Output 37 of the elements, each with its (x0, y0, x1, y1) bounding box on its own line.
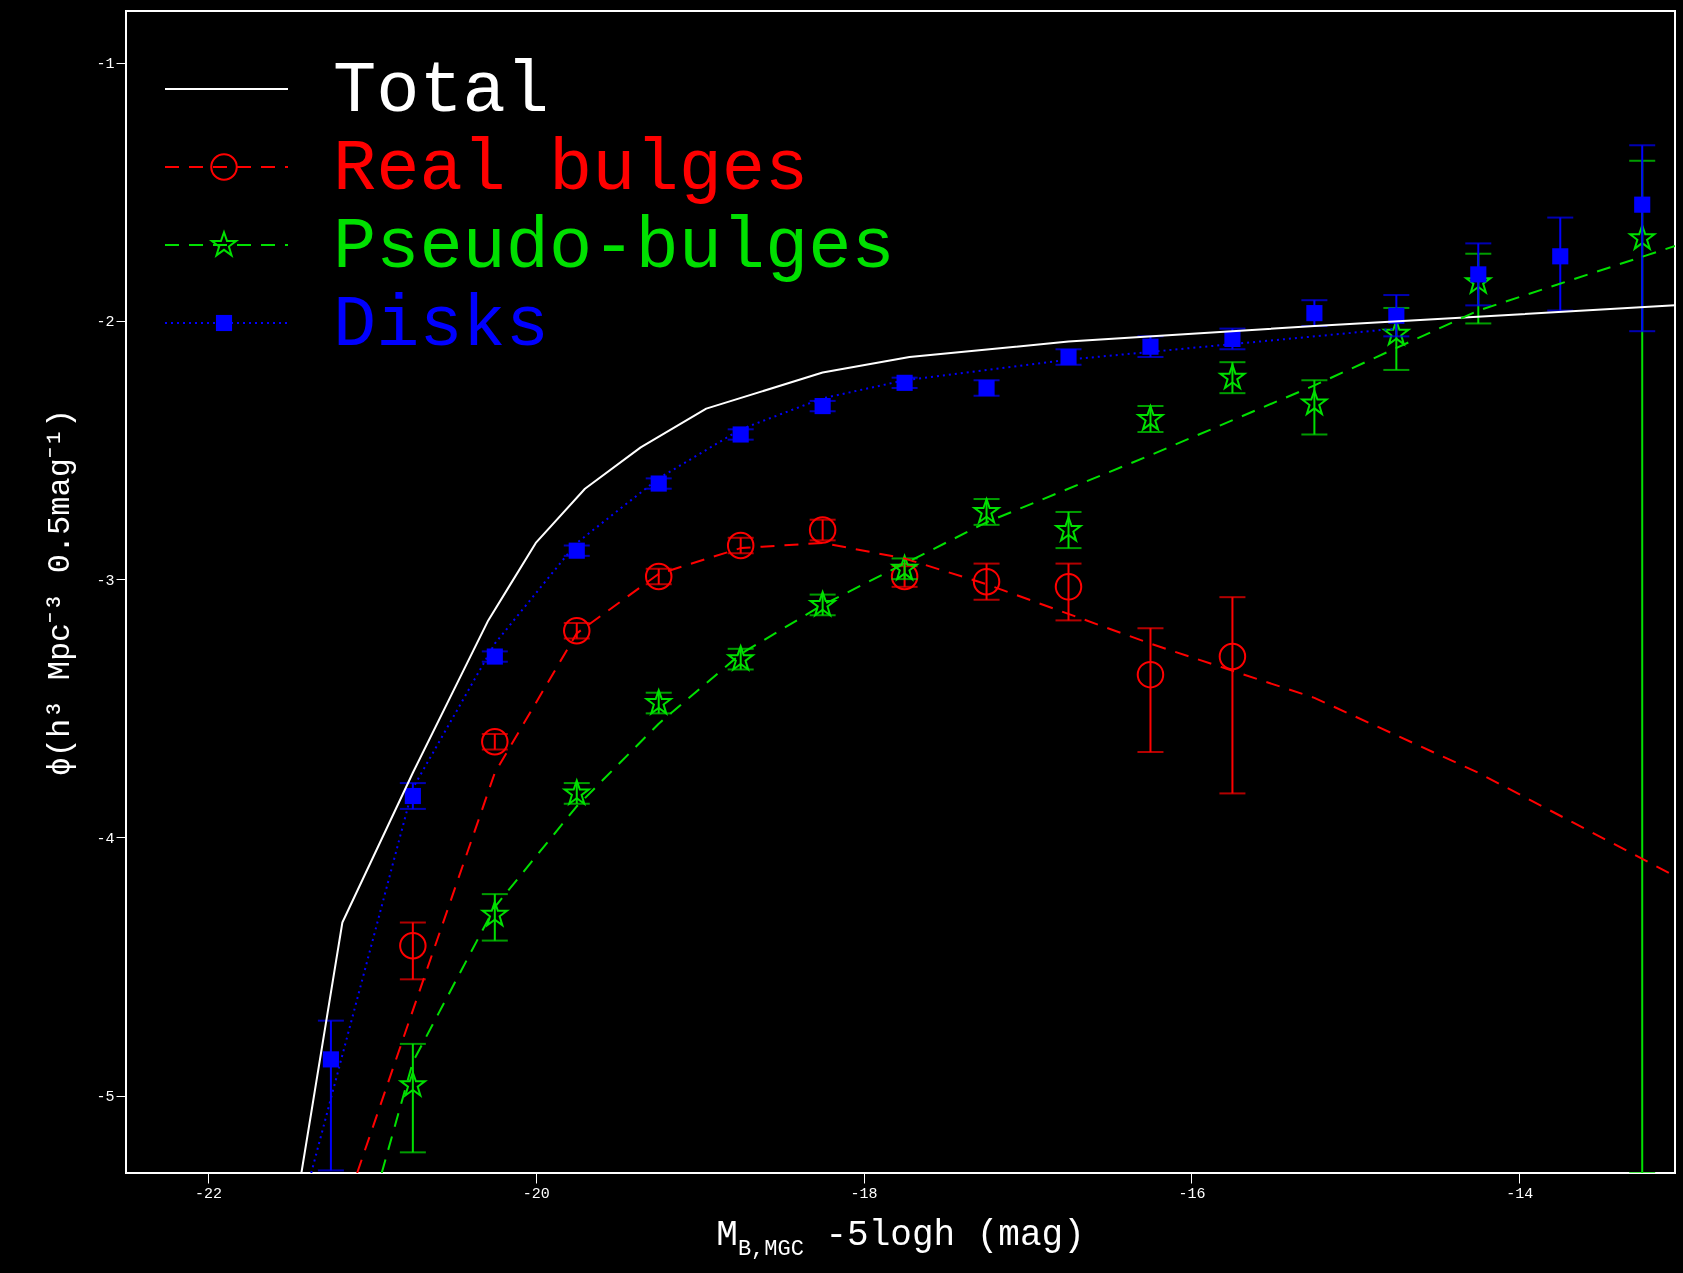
x-tick-label: -18 (850, 1185, 878, 1203)
x-tick-label: -14 (1506, 1185, 1534, 1203)
point (1054, 573, 1083, 601)
x-tick-label: -22 (194, 1185, 222, 1203)
point (1142, 338, 1159, 355)
point (814, 398, 831, 415)
point (1136, 660, 1165, 689)
point (479, 900, 510, 928)
point (481, 728, 509, 756)
point (972, 567, 1001, 596)
point (1306, 305, 1323, 322)
point (486, 648, 503, 665)
y-tick-label: -2 (96, 314, 115, 332)
point (1060, 348, 1077, 366)
y-tick-label: -5 (96, 1089, 115, 1107)
point (563, 617, 591, 645)
point (568, 542, 585, 559)
point (1634, 196, 1651, 213)
y-axis-title: ϕ(h³ Mpc⁻³ 0.5mag⁻¹) (42, 408, 80, 777)
point (726, 531, 755, 560)
point (399, 932, 427, 960)
y-tick-label: -1 (96, 56, 115, 74)
point (650, 475, 667, 492)
y-tick-label: -4 (96, 830, 115, 848)
point (1627, 224, 1658, 252)
point (1470, 266, 1487, 283)
point (404, 787, 421, 805)
point (1552, 248, 1569, 265)
y-tick-label: -3 (96, 572, 115, 590)
point (322, 1051, 339, 1068)
x-tick-label: -16 (1178, 1185, 1206, 1203)
point (896, 374, 913, 391)
point (644, 562, 673, 591)
x-tick-label: -20 (522, 1185, 550, 1203)
point (732, 426, 749, 443)
point (978, 379, 995, 397)
point (1218, 642, 1247, 671)
